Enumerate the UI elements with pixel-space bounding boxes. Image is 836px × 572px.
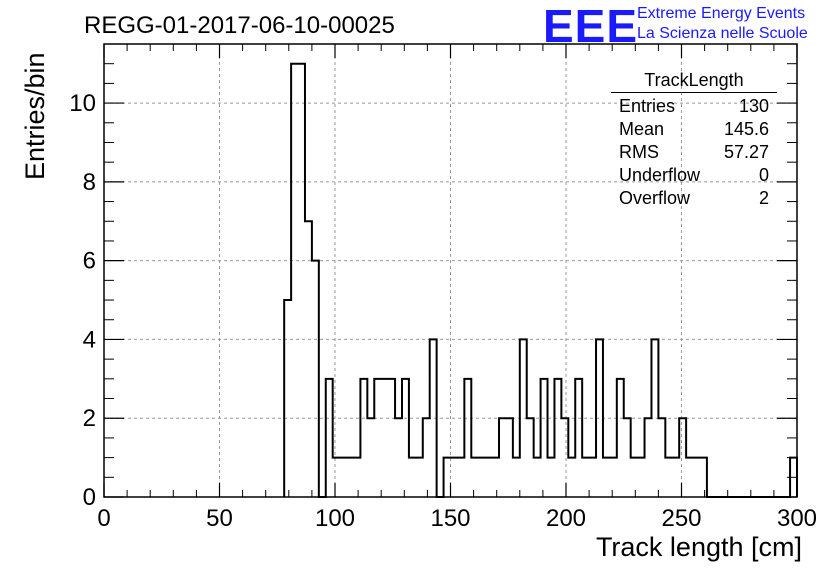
x-tick-label: 0 bbox=[97, 505, 110, 532]
stats-value: 130 bbox=[738, 96, 769, 116]
y-tick-label: 2 bbox=[83, 405, 96, 432]
y-tick-label: 4 bbox=[83, 326, 96, 353]
tick-labels: 0 50 100 150 200 250 300 0 2 4 6 8 10 bbox=[69, 90, 817, 532]
stats-row: Underflow 0 bbox=[611, 164, 777, 187]
stats-label: RMS bbox=[619, 142, 659, 162]
histogram-line bbox=[283, 62, 798, 498]
stats-row: Overflow 2 bbox=[611, 187, 777, 210]
axis-ticks bbox=[103, 44, 798, 498]
x-tick-label: 250 bbox=[661, 505, 701, 532]
stats-label: Entries bbox=[619, 96, 676, 116]
x-tick-label: 50 bbox=[206, 505, 233, 532]
x-tick-label: 300 bbox=[777, 505, 817, 532]
stats-label: Overflow bbox=[619, 188, 691, 208]
y-axis-label: Entries/bin bbox=[20, 52, 50, 180]
stats-value: 145.6 bbox=[723, 119, 769, 139]
stats-row: Mean 145.6 bbox=[611, 118, 777, 141]
y-tick-label: 8 bbox=[83, 169, 96, 196]
stats-row: RMS 57.27 bbox=[611, 141, 777, 164]
y-tick-label: 0 bbox=[83, 484, 96, 511]
chart-title: REGG-01-2017-06-10-00025 bbox=[84, 12, 395, 39]
x-tick-label: 100 bbox=[315, 505, 355, 532]
stats-value: 2 bbox=[758, 188, 769, 208]
logo-line-1: Extreme Energy Events bbox=[637, 5, 806, 22]
stats-value: 57.27 bbox=[723, 142, 769, 162]
x-tick-label: 200 bbox=[546, 505, 586, 532]
y-tick-label: 6 bbox=[83, 248, 96, 275]
stats-title: TrackLength bbox=[611, 70, 777, 93]
x-tick-label: 150 bbox=[430, 505, 470, 532]
stats-label: Mean bbox=[619, 119, 665, 139]
stats-label: Underflow bbox=[619, 165, 701, 185]
y-tick-label: 10 bbox=[69, 90, 96, 117]
stats-row: Entries 130 bbox=[611, 95, 777, 118]
logo-line-2: La Scienza nelle Scuole bbox=[637, 25, 808, 42]
stats-box: TrackLength Entries 130 Mean 145.6 RMS 57.2… bbox=[611, 70, 777, 210]
stats-value: 0 bbox=[758, 165, 769, 185]
eee-logo: EEE bbox=[543, 0, 639, 52]
x-axis-label: Track length [cm] bbox=[595, 532, 802, 562]
